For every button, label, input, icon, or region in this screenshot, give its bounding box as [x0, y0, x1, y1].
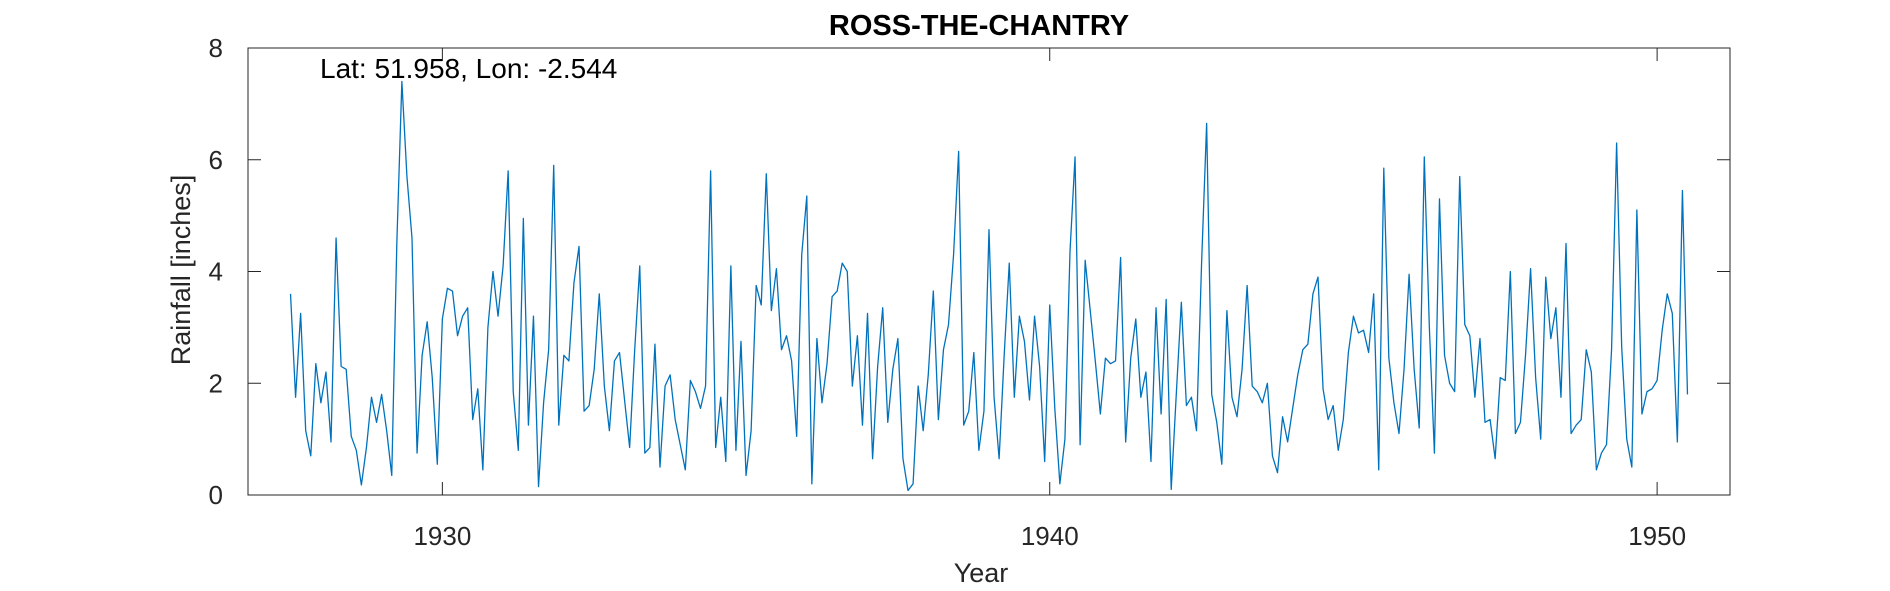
y-tick-label: 0: [209, 480, 223, 510]
plot-area: 1930 1940 1950 0 2 4 6 8: [209, 33, 1731, 551]
y-tick-label: 2: [209, 368, 223, 398]
y-tick-label: 8: [209, 33, 223, 63]
rainfall-series-line: [289, 80, 1689, 492]
x-tick-label: 1950: [1628, 521, 1686, 551]
x-axis-label: Year: [954, 558, 1009, 588]
x-tick-label: 1930: [413, 521, 471, 551]
x-tick-label: 1940: [1021, 521, 1079, 551]
y-tick-label: 4: [209, 257, 223, 287]
y-tick-label: 6: [209, 145, 223, 175]
y-axis-label: Rainfall [inches]: [166, 175, 196, 366]
axes-box: [247, 47, 1731, 496]
location-annotation: Lat: 51.958, Lon: -2.544: [320, 53, 617, 84]
chart-title: ROSS-THE-CHANTRY: [829, 10, 1129, 42]
